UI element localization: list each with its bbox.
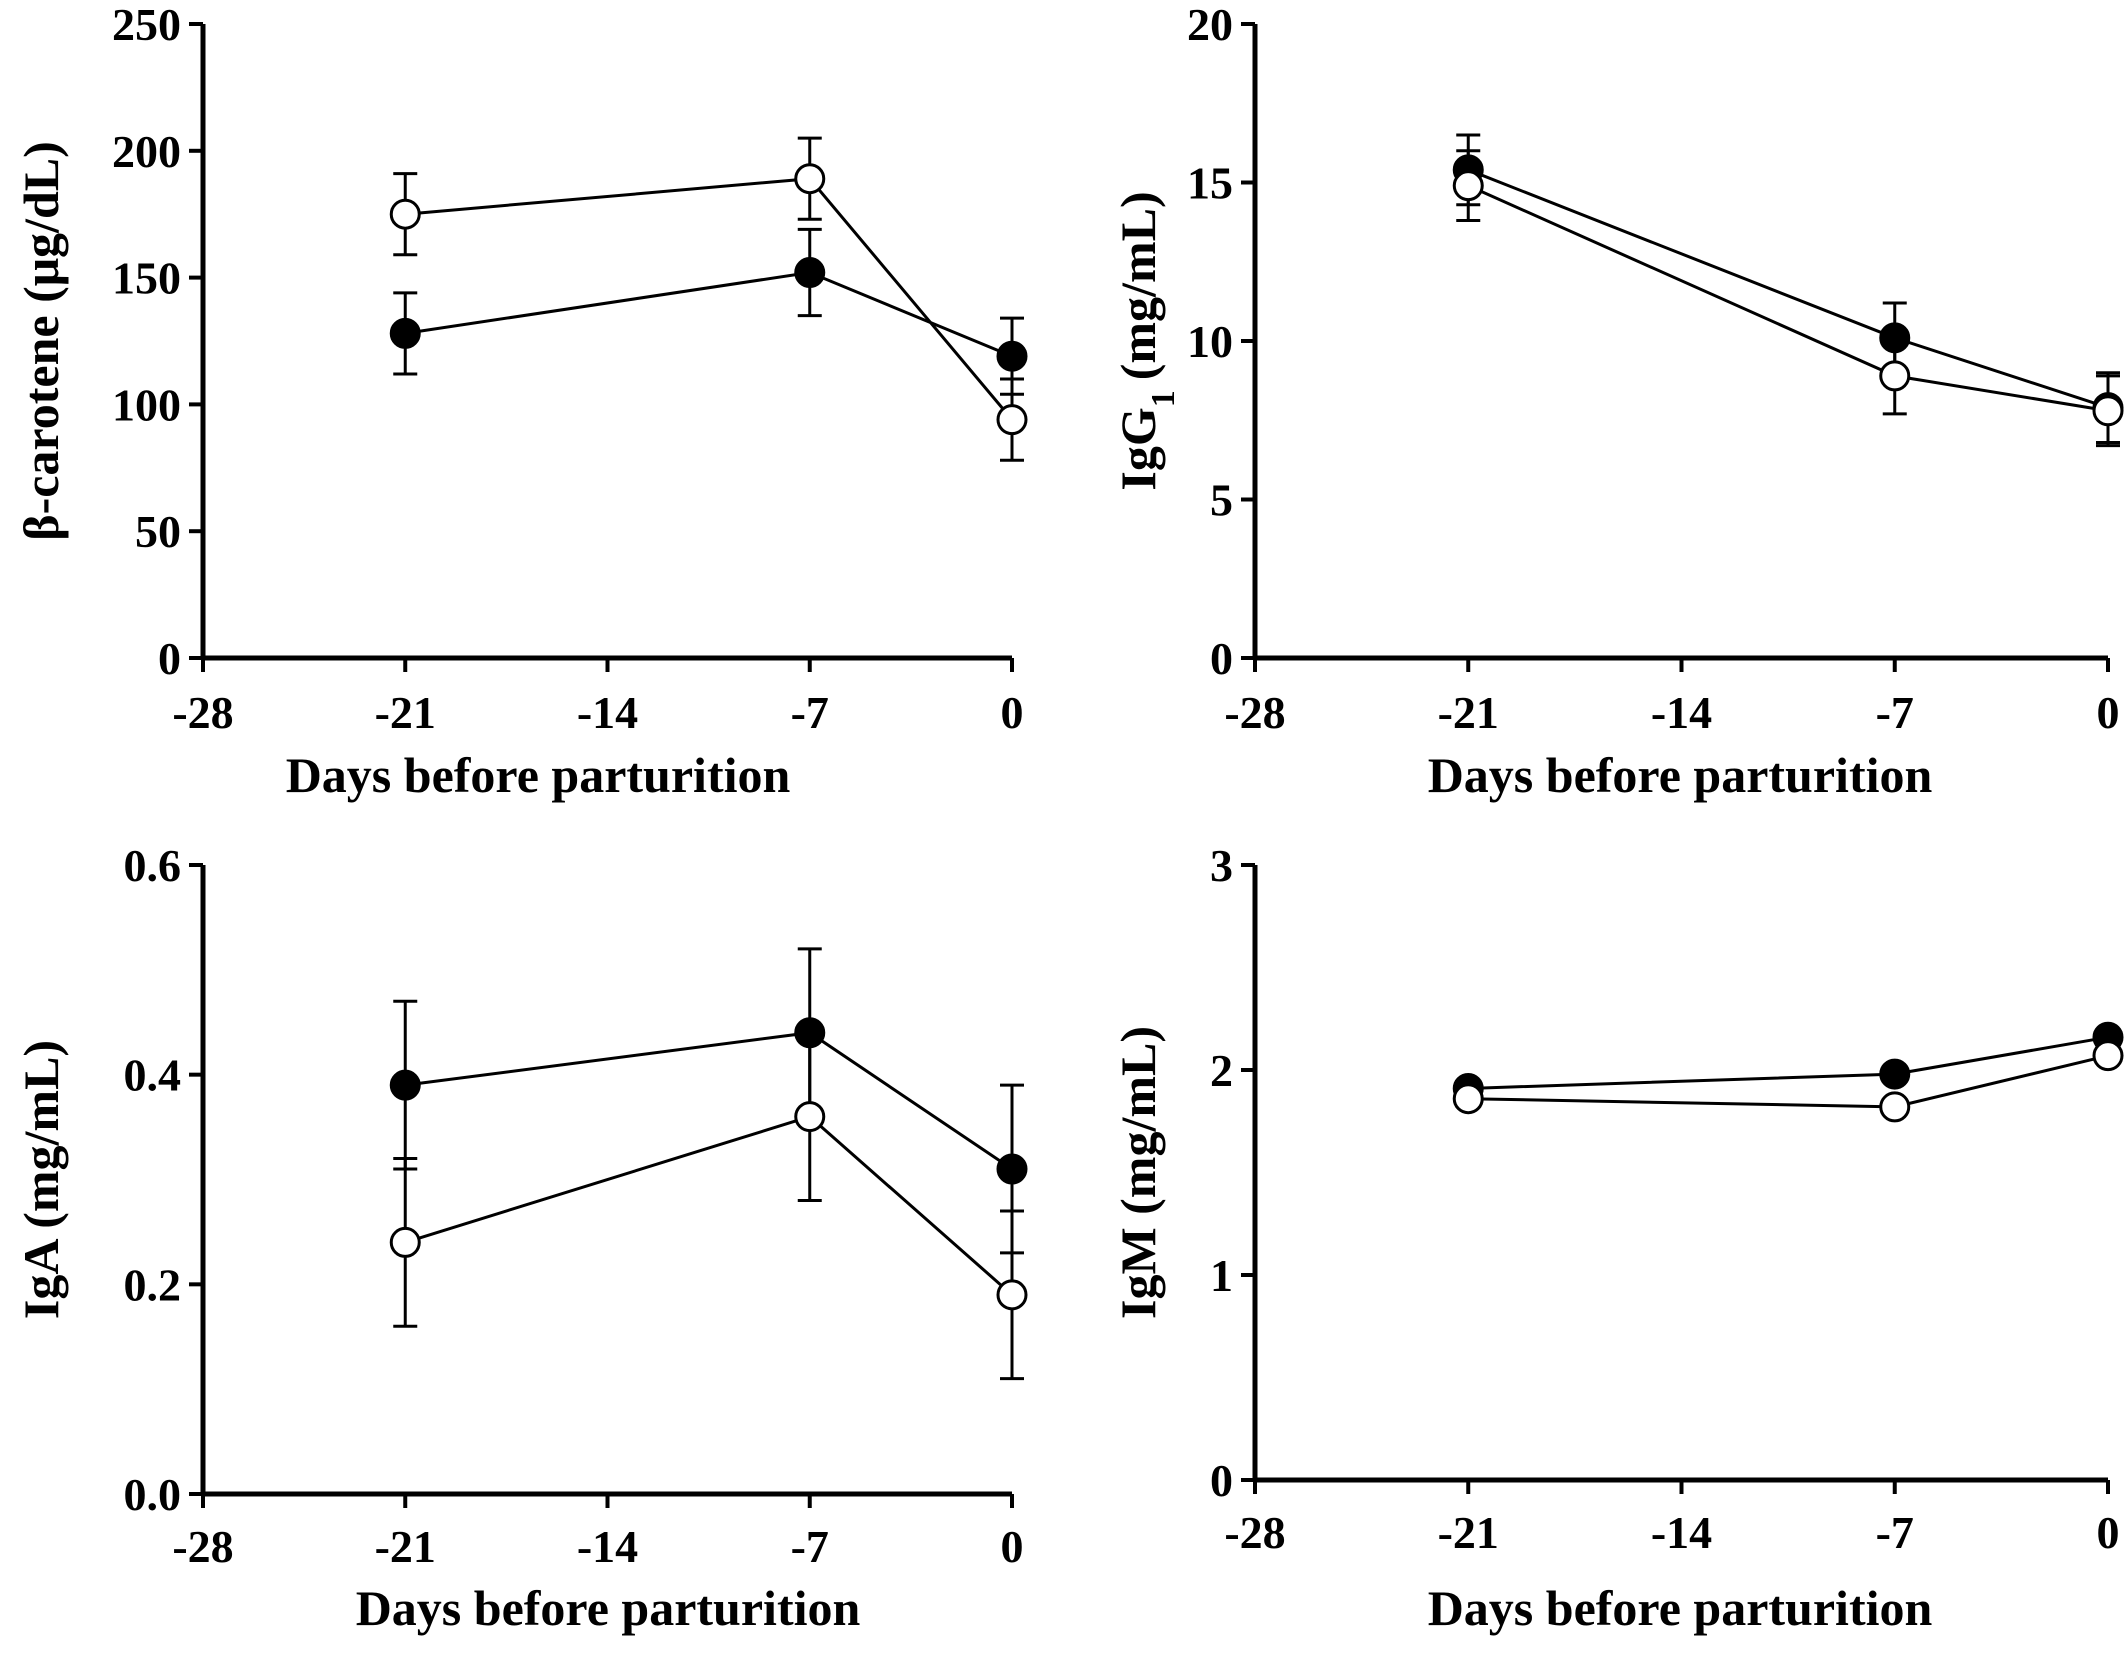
y-axis-label: IgM (mg/mL) — [1110, 1026, 1166, 1319]
x-tick-label: 0 — [1001, 687, 1024, 738]
series-2-line — [405, 177, 1014, 421]
x-tick-label: -14 — [577, 1521, 638, 1572]
x-tick-label: -21 — [375, 1521, 436, 1572]
series-2-point — [389, 1226, 421, 1258]
y-tick-label: 0.4 — [124, 1050, 182, 1101]
chart-panel-1: 0 50 100 150 200 250 -28 -21 -14 -7 0 Days before p… — [13, 0, 1028, 803]
y-axis-label: IgA (mg/mL) — [13, 1040, 69, 1319]
series-2-point — [1879, 360, 1911, 392]
y-tick-label: 150 — [112, 253, 181, 304]
y-axis-label-subscript: 1 — [1145, 390, 1182, 407]
x-axis-label: Days before parturition — [1428, 1580, 1933, 1636]
y-tick-label: 0 — [1210, 1455, 1233, 1506]
y-axis-label-main: β-carotene (μg/dL) — [13, 141, 69, 541]
series-1-point — [794, 257, 826, 289]
y-tick-label: 100 — [112, 379, 181, 430]
x-tick-label: -7 — [791, 1521, 829, 1572]
series-1-point — [389, 1069, 421, 1101]
x-axis-label: Days before parturition — [286, 747, 791, 803]
series-2-point — [389, 198, 421, 230]
series-1-point — [996, 1153, 1028, 1185]
x-tick-label: -14 — [577, 687, 638, 738]
series-2-point — [1452, 170, 1484, 202]
x-tick-label: 0 — [1001, 1521, 1024, 1572]
x-tick-label: -7 — [791, 687, 829, 738]
y-tick-label: 5 — [1210, 475, 1233, 526]
series-2-point — [996, 404, 1028, 436]
series-1-point — [1879, 1058, 1911, 1090]
series-1-point — [996, 340, 1028, 372]
x-tick-label: -7 — [1876, 687, 1914, 738]
x-tick-label: -21 — [375, 687, 436, 738]
x-tick-label: -28 — [172, 1521, 233, 1572]
series-2-line — [1468, 1054, 2109, 1109]
y-tick-label: 0.2 — [124, 1259, 182, 1310]
series-2-point — [996, 1279, 1028, 1311]
series-1-line — [1467, 168, 2109, 409]
series-2-line — [404, 1114, 1013, 1296]
x-tick-label: -7 — [1876, 1507, 1914, 1558]
x-tick-label: -28 — [1224, 1507, 1285, 1558]
x-tick-label: 0 — [2097, 1507, 2120, 1558]
series-1-point — [794, 1017, 826, 1049]
y-axis-label-unit: (mg/mL) — [1110, 191, 1166, 380]
series-1-line — [1468, 1035, 2109, 1090]
chart-panel-4: 0 1 2 3 -28 -21 -14 -7 0 Days before parturition I… — [1110, 840, 2124, 1636]
y-tick-label: 50 — [135, 506, 181, 557]
y-tick-label: 0.6 — [124, 840, 182, 891]
series-2-point — [1452, 1083, 1484, 1115]
series-2-point — [794, 163, 826, 195]
y-tick-label: 0 — [1210, 633, 1233, 684]
y-axis-label-main: IgG — [1110, 407, 1166, 490]
x-axis-label: Days before parturition — [356, 1580, 861, 1636]
x-tick-label: 0 — [2097, 687, 2120, 738]
series-2-point — [1879, 1091, 1911, 1123]
y-tick-label: 20 — [1187, 0, 1233, 50]
x-tick-label: -21 — [1438, 687, 1499, 738]
y-tick-label: 1 — [1210, 1250, 1233, 1301]
y-axis-label: β-carotene (μg/dL) — [13, 141, 69, 541]
x-tick-label: -21 — [1438, 1507, 1499, 1558]
series-1-line — [405, 270, 1013, 358]
y-tick-label: 15 — [1187, 158, 1233, 209]
x-axis-label: Days before parturition — [1428, 747, 1933, 803]
series-1-point — [389, 317, 421, 349]
chart-panel-3: 0.0 0.2 0.4 0.6 -28 -21 -14 -7 0 Days before part… — [13, 840, 1028, 1636]
y-axis-label-main: IgM (mg/mL) — [1110, 1026, 1166, 1319]
x-tick-label: -28 — [1224, 687, 1285, 738]
y-tick-label: 2 — [1210, 1045, 1233, 1096]
series-2-point — [2092, 1040, 2124, 1072]
series-1-point — [1879, 322, 1911, 354]
chart-panel-2: 0 5 10 15 20 -28 -21 -14 -7 0 Days before parturit… — [1110, 0, 2124, 803]
x-tick-label: -14 — [1651, 1507, 1712, 1558]
series-2-point — [794, 1101, 826, 1133]
y-tick-label: 10 — [1187, 316, 1233, 367]
y-axis-label-main: IgA (mg/mL) — [13, 1040, 69, 1319]
y-tick-label: 3 — [1210, 840, 1233, 891]
series-2-point — [2092, 395, 2124, 427]
y-axis-label: IgG1 (mg/mL) — [1110, 191, 1182, 490]
x-tick-label: -28 — [172, 687, 233, 738]
y-tick-label: 200 — [112, 126, 181, 177]
y-tick-label: 0 — [158, 633, 181, 684]
y-tick-label: 0.0 — [124, 1469, 182, 1520]
y-tick-label: 250 — [112, 0, 181, 50]
x-tick-label: -14 — [1651, 687, 1712, 738]
